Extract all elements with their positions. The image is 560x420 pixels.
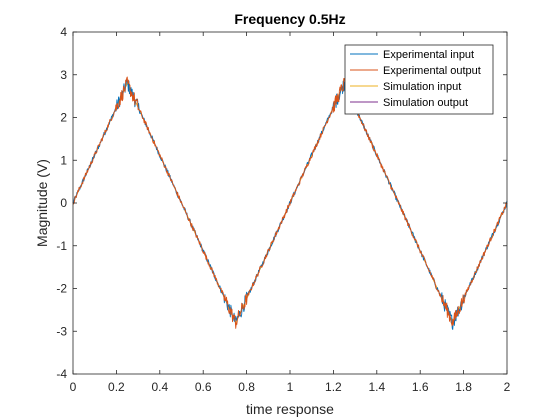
- x-tick-label: 0: [70, 380, 77, 394]
- y-tick-label: -4: [56, 367, 67, 381]
- series-layer: [72, 76, 508, 330]
- y-axis-label: Magnitude (V): [34, 159, 50, 247]
- legend-label: Simulation output: [383, 97, 468, 109]
- legend-label: Experimental output: [383, 65, 481, 77]
- x-tick-label: 0.4: [151, 380, 168, 394]
- x-tick-label: 0.8: [238, 380, 255, 394]
- legend-label: Simulation input: [383, 81, 461, 93]
- series-line-experimental-output: [72, 76, 508, 329]
- x-tick-label: 0.6: [195, 380, 212, 394]
- y-tick-label: 3: [60, 68, 67, 82]
- y-tick-label: 4: [60, 25, 67, 39]
- x-tick-label: 1.4: [368, 380, 385, 394]
- y-tick-label: 2: [60, 111, 67, 125]
- x-tick-label: 2: [504, 380, 511, 394]
- legend: Experimental input Experimental output Sim…: [344, 44, 494, 115]
- legend-label: Experimental input: [383, 49, 474, 61]
- x-tick-label: 1: [287, 380, 294, 394]
- chart-title: Frequency 0.5Hz: [234, 11, 345, 27]
- y-tick-label: -1: [56, 239, 67, 253]
- y-tick-label: -3: [56, 324, 67, 338]
- x-tick-label: 1.8: [455, 380, 472, 394]
- x-axis-label: time response: [246, 401, 334, 417]
- x-tick-label: 1.6: [412, 380, 429, 394]
- x-tick-label: 0.2: [108, 380, 125, 394]
- y-tick-label: -2: [56, 282, 67, 296]
- x-tick-label: 1.2: [325, 380, 342, 394]
- ticks-layer: 0 0.2 0.4 0.6 0.8 1 1.2 1.4 1.6 1.8 2 -4 -3 -2 -1 0 1 2 3 4: [56, 25, 510, 394]
- y-tick-label: 1: [60, 153, 67, 167]
- y-tick-label: 0: [60, 196, 67, 210]
